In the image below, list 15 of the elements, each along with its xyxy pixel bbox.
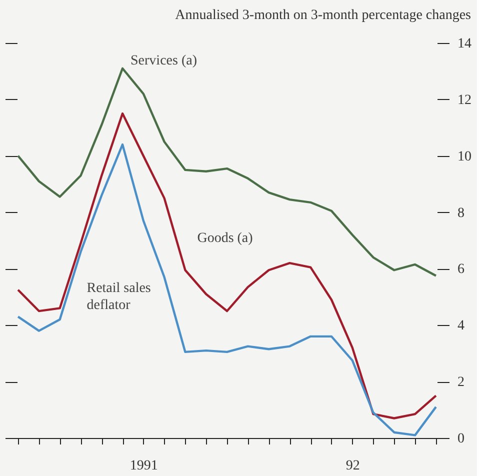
y-tick-label: 2 [458, 375, 464, 390]
y-tick-label: 10 [458, 149, 472, 164]
x-tick-label: 92 [346, 458, 360, 474]
series-label: Services (a) [130, 53, 198, 68]
y-tick-label: 12 [458, 92, 472, 108]
y-tick-label: 4 [458, 318, 464, 334]
chart-title: Annualised 3-month on 3-month percentage changes [175, 8, 471, 23]
x-tick-label: 1991 [130, 458, 158, 474]
series-label: Goods (a) [197, 231, 254, 246]
y-tick-label: 6 [458, 262, 464, 278]
line-series [16, 67, 438, 277]
y-tick-label: 8 [458, 206, 464, 221]
series-label: Retail sales deflator [86, 280, 151, 313]
y-tick-label: 0 [458, 432, 464, 446]
y-tick-label: 14 [458, 36, 472, 52]
